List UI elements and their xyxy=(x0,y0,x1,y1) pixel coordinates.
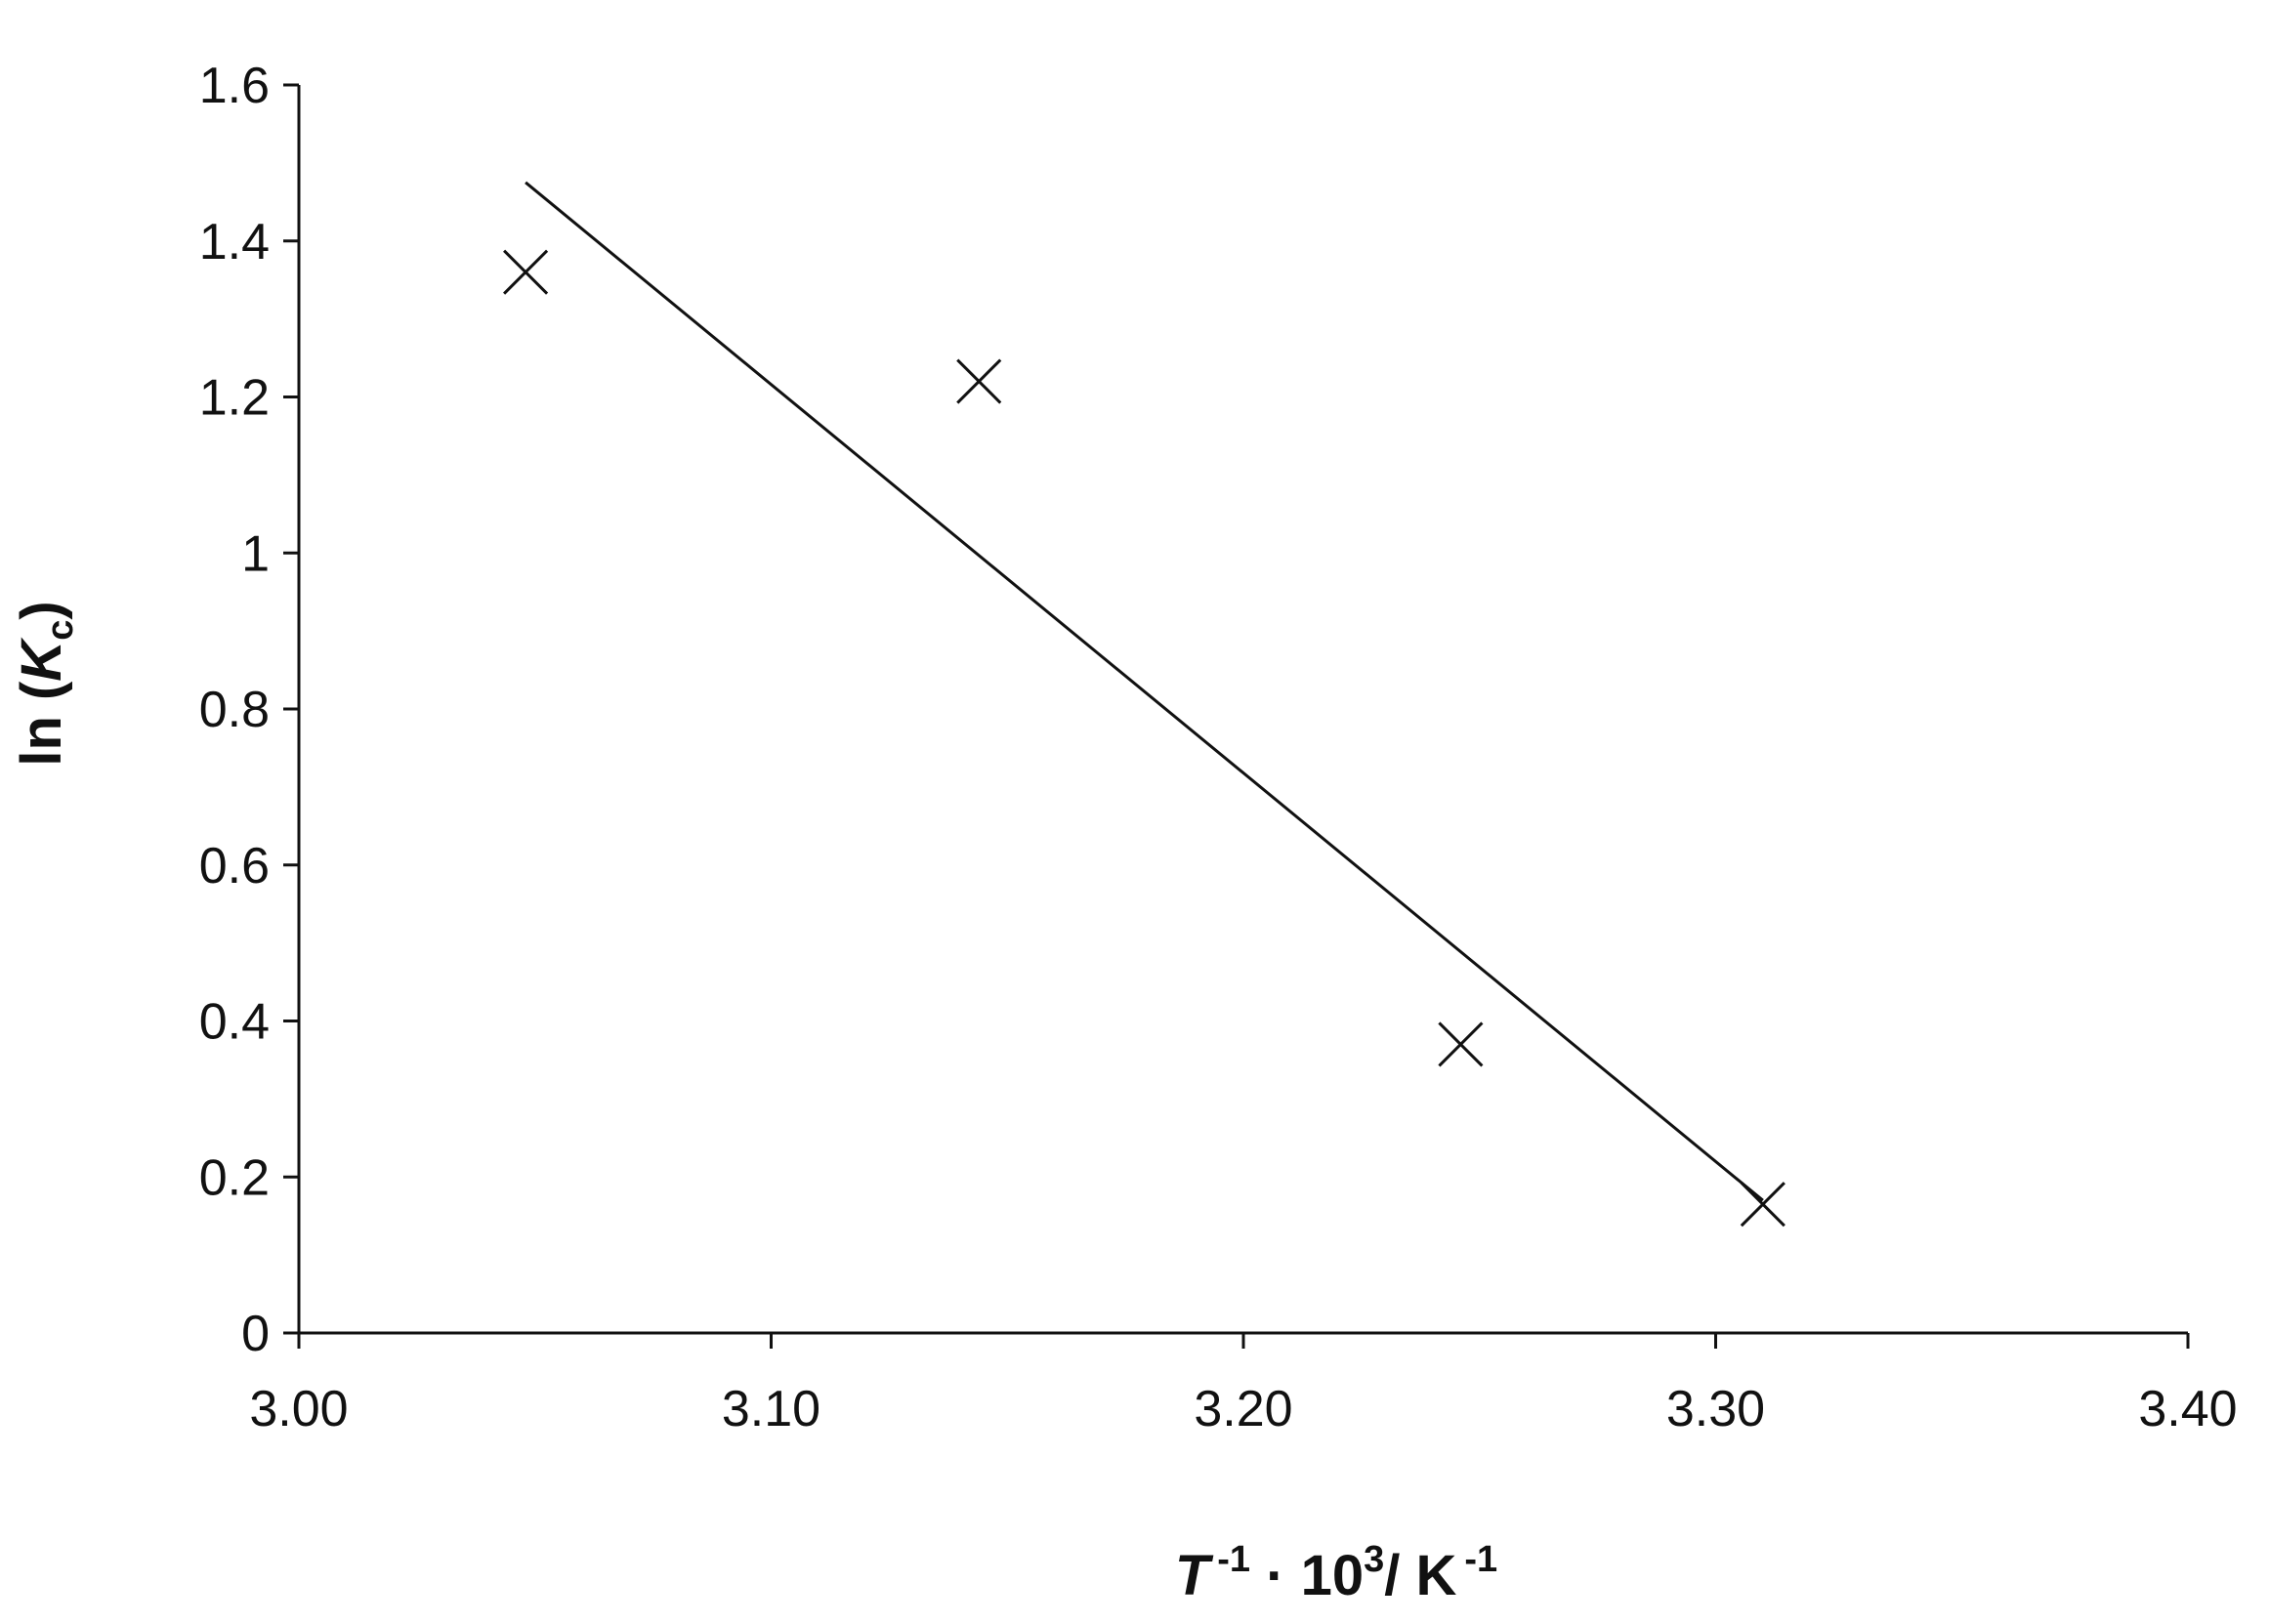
y-title-subscript: c xyxy=(40,620,81,641)
y-axis-title: ln (Kc) xyxy=(10,601,81,766)
x-title-exp1: -1 xyxy=(1217,1539,1250,1580)
y-title-symbol: K xyxy=(10,637,73,682)
y-tick-label: 0 xyxy=(241,1306,270,1362)
data-point xyxy=(1438,1021,1484,1067)
y-tick-label: 1.4 xyxy=(199,214,270,271)
y-tick-label: 0.6 xyxy=(199,838,270,895)
y-ticks: 0 0.2 0.4 0.6 0.8 1 1.2 1.4 1.6 xyxy=(199,58,299,1362)
x-tick-label: 3.30 xyxy=(1666,1381,1765,1437)
trendline xyxy=(525,181,1764,1202)
x-title-symbol: T xyxy=(1175,1544,1214,1607)
y-tick-label: 0.4 xyxy=(199,994,270,1051)
x-title-mid: · 10 xyxy=(1250,1544,1364,1607)
y-tick-label: 1 xyxy=(241,525,270,582)
x-axis-title: T -1 · 103/ K -1 xyxy=(1175,1539,1497,1607)
y-tick-label: 1.2 xyxy=(199,370,270,427)
y-title-suffix: ) xyxy=(10,601,73,619)
plot-area xyxy=(503,181,1786,1228)
y-tick-label: 1.6 xyxy=(199,58,270,114)
y-title-prefix: ln ( xyxy=(10,681,73,767)
axes: 0 0.2 0.4 0.6 0.8 1 1.2 1.4 1.6 3.00 3.10 3.20 3.30… xyxy=(199,58,2238,1437)
x-tick-label: 3.40 xyxy=(2138,1381,2237,1437)
x-title-exp2: 3 xyxy=(1364,1539,1384,1580)
x-tick-label: 3.10 xyxy=(722,1381,820,1437)
data-points xyxy=(503,249,1786,1228)
x-title-tail: / K xyxy=(1384,1544,1456,1607)
x-ticks: 3.00 3.10 3.20 3.30 3.40 xyxy=(249,1333,2238,1437)
data-point xyxy=(956,358,1002,404)
data-point xyxy=(1740,1182,1786,1228)
y-tick-label: 0.2 xyxy=(199,1149,270,1206)
y-tick-label: 0.8 xyxy=(199,682,270,738)
x-tick-label: 3.00 xyxy=(249,1381,348,1437)
x-title-exp3: -1 xyxy=(1464,1539,1497,1580)
x-tick-label: 3.20 xyxy=(1194,1381,1292,1437)
data-point xyxy=(503,249,549,295)
